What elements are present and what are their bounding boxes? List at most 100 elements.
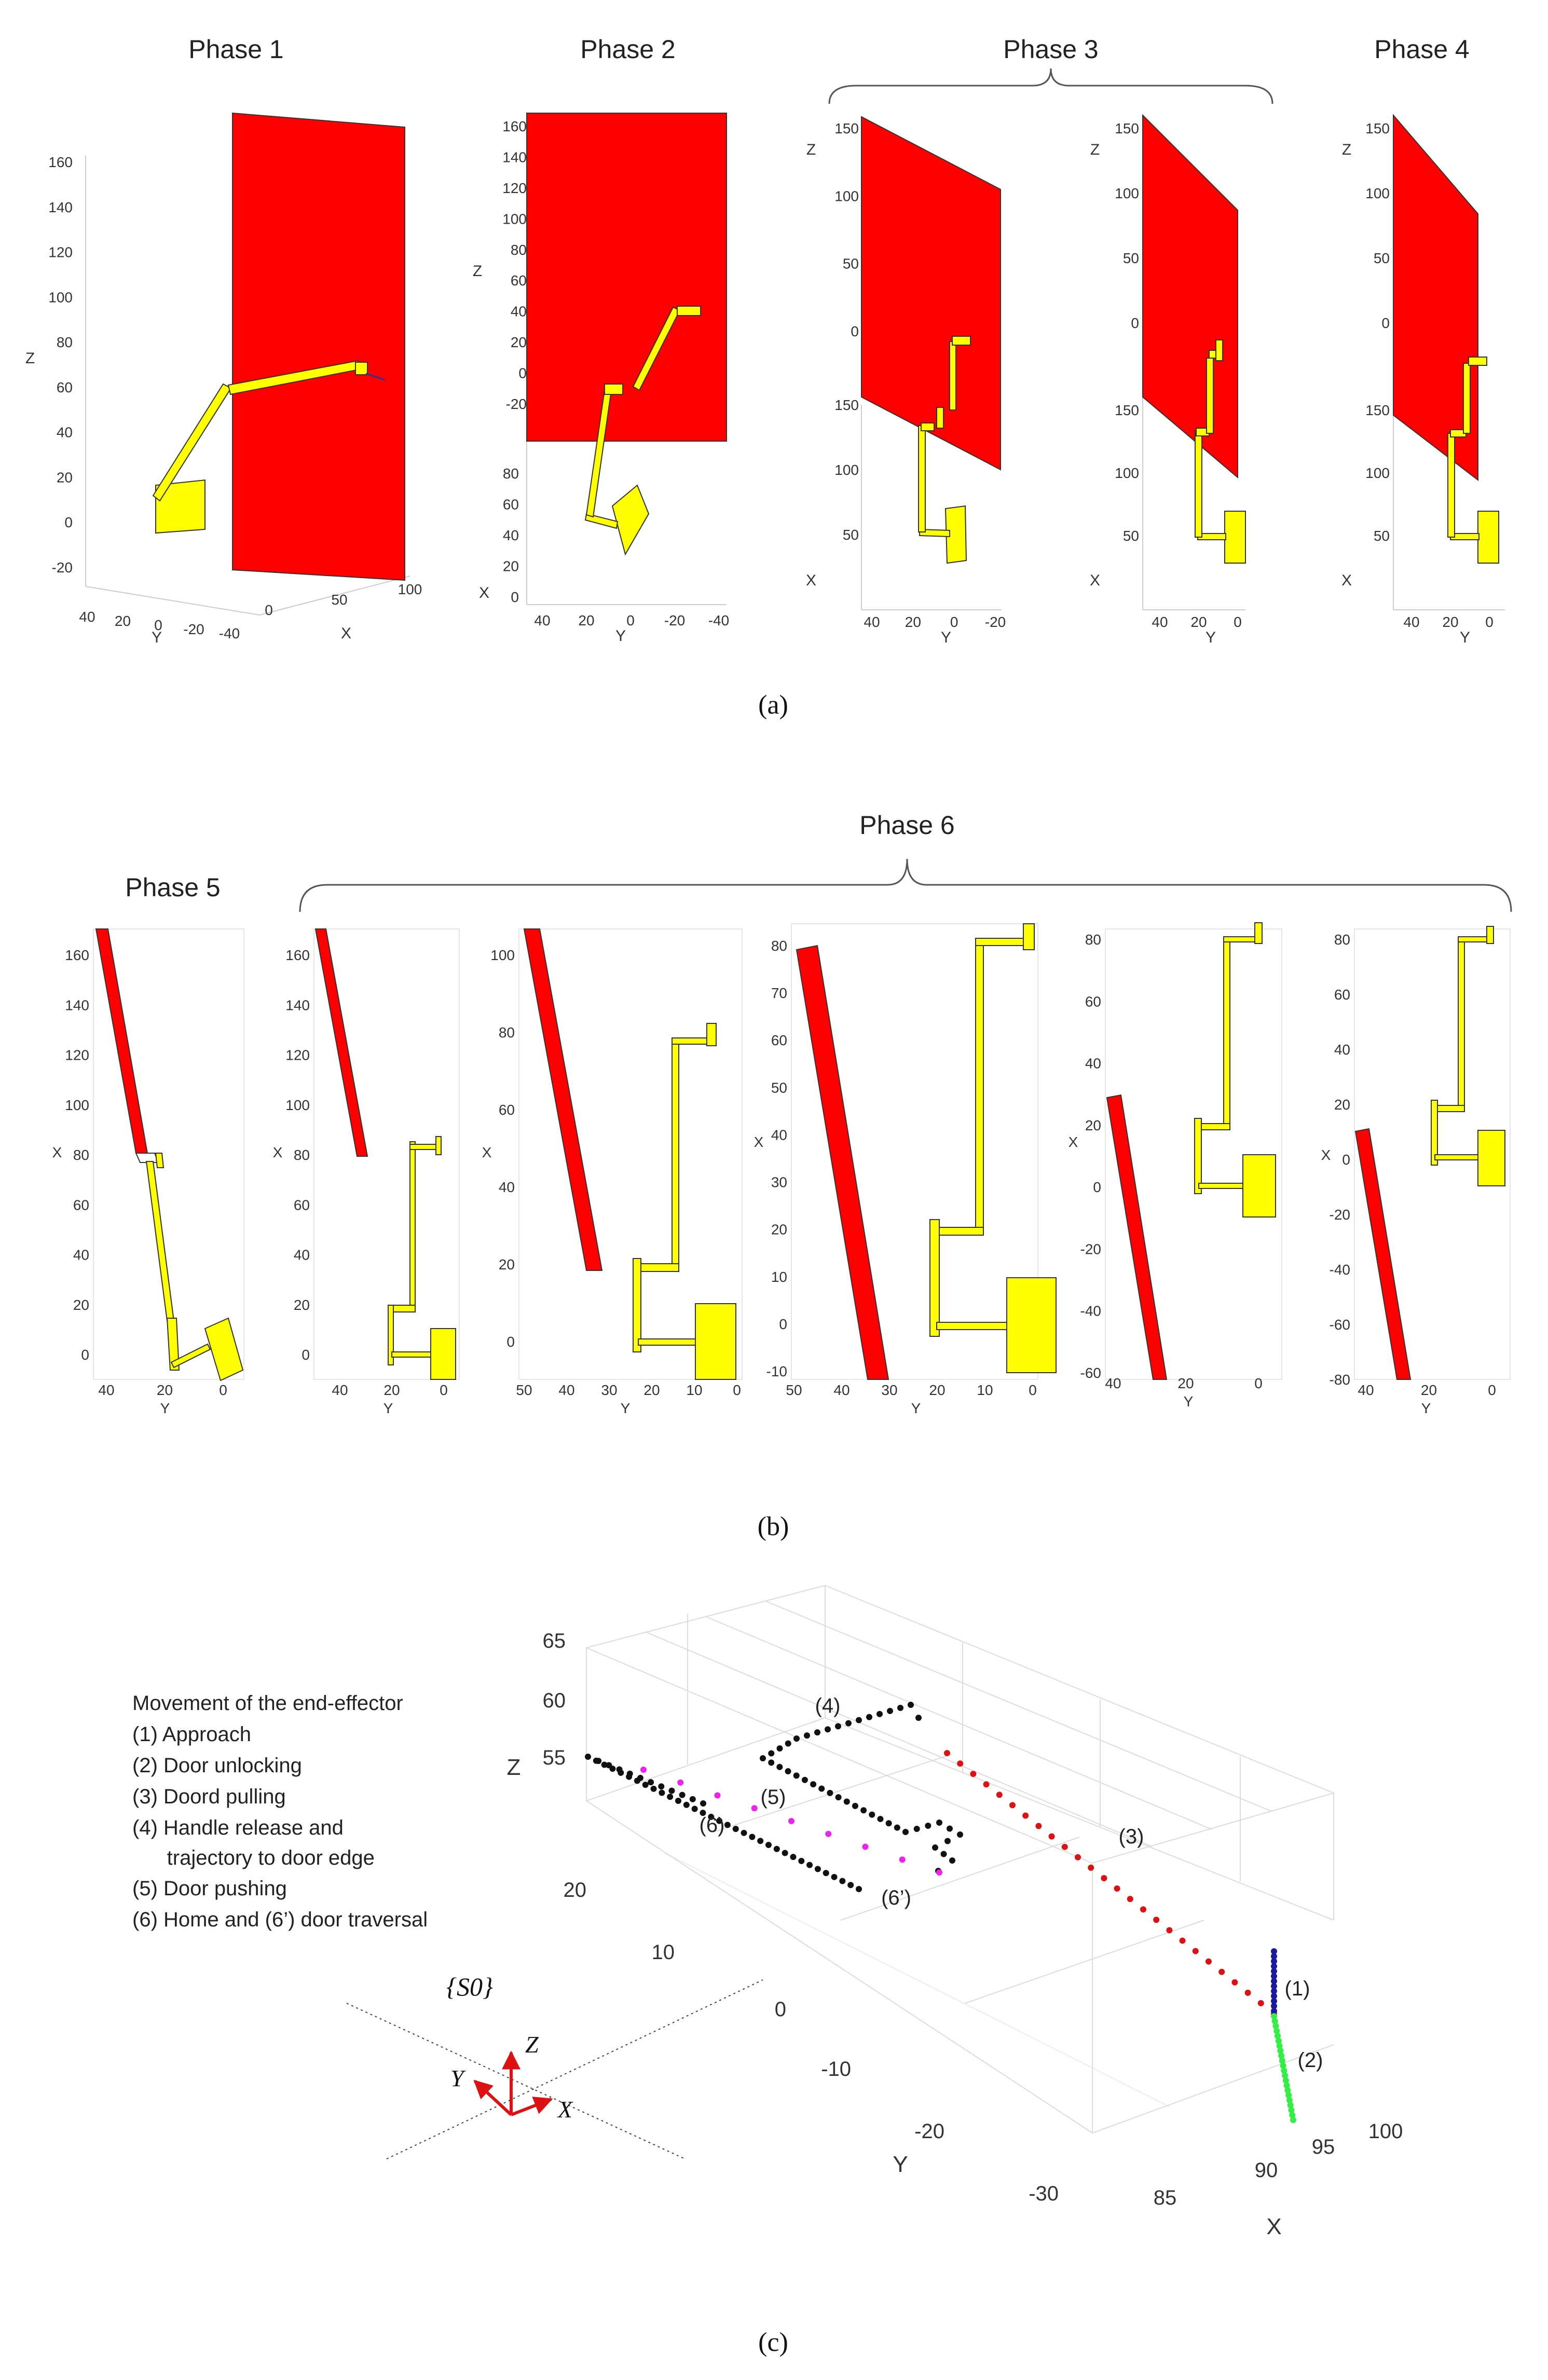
traj-release-point (835, 1794, 842, 1801)
b3-x-tick: 0 (506, 1334, 515, 1350)
b3-y-tick: 10 (686, 1382, 702, 1398)
a2-zt-label: -20 (506, 396, 527, 412)
a2-robot-base (611, 484, 650, 556)
a2-yt-label: 40 (534, 612, 550, 628)
a1-zt-label: -20 (52, 559, 73, 576)
b6-arm-link-1 (1458, 936, 1465, 1110)
traj-home-point (648, 1779, 654, 1786)
a1-z-ticks: 160 140 120 100 80 60 40 20 0 -20 (48, 154, 73, 576)
traj-pushing-point (862, 1843, 869, 1850)
b3-door (523, 928, 603, 1271)
traj-home-point (839, 1878, 846, 1884)
a3-door (861, 116, 1001, 471)
a3-zt-label: 0 (851, 323, 859, 339)
a1-yt-label: 20 (115, 613, 131, 629)
b5-robot-base (1242, 1154, 1276, 1218)
traj-pulling-point (1022, 1812, 1029, 1819)
b2-y-tick: 20 (383, 1382, 400, 1398)
b6-robot-base (1477, 1130, 1505, 1186)
traj-release-point (866, 1714, 872, 1720)
traj-release-point (940, 1851, 947, 1857)
b1-x-tick: 160 (65, 947, 89, 963)
a2-xt-label: 20 (503, 558, 519, 575)
a1-yt-label: 40 (79, 609, 95, 625)
a5-yt-label: 40 (1403, 614, 1419, 630)
traj-approach-point (1271, 1973, 1277, 1979)
traj-home-point (790, 1854, 797, 1861)
b2-x-tick: 40 (294, 1247, 310, 1263)
b1-robot-base (204, 1317, 244, 1382)
b5-x-label: X (1068, 1134, 1078, 1150)
traj-release-point (818, 1785, 825, 1792)
panel-a: Phase 1 Phase 2 Phase 3 Phase 4 160 140 12… (25, 35, 1505, 720)
s0-x-label: X (557, 2096, 573, 2123)
b2-gripper (435, 1136, 442, 1155)
traj-unlocking-point (1271, 2013, 1277, 2019)
a3-x-ticks: 150 100 50 (834, 397, 859, 543)
b4-arm-joint (975, 938, 1025, 946)
b1-x-tick: 60 (73, 1197, 89, 1213)
traj-release-point (793, 1772, 800, 1779)
traj-approach-point (1271, 1963, 1277, 1969)
a5-z-ticks: 150 100 50 0 (1365, 120, 1390, 331)
traj-unlocking-point (1272, 2023, 1279, 2030)
c-y-tick: 0 (775, 1998, 786, 2021)
a1-xt-label: 100 (398, 581, 422, 597)
a5-zt-label: 150 (1365, 120, 1390, 136)
c-y-tick: 10 (652, 1941, 675, 1964)
traj-release-point (936, 1820, 942, 1826)
b5-y-tick: 0 (1254, 1375, 1263, 1391)
traj-release-point (804, 1732, 810, 1739)
phase-2-title: Phase 2 (580, 35, 675, 64)
b6-x-tick: 0 (1342, 1152, 1350, 1168)
a4-arm-joint (1196, 428, 1210, 436)
annotation-4: (4) (815, 1694, 841, 1717)
s0-y-label: Y (450, 2065, 466, 2091)
traj-release-point (845, 1720, 852, 1727)
b6-y-tick: 20 (1421, 1382, 1437, 1398)
b4-y-tick: 40 (833, 1382, 850, 1398)
c-x-tick: 100 (1368, 2120, 1403, 2143)
a3-gripper (952, 336, 971, 346)
b3-arm-link-4 (638, 1338, 696, 1346)
traj-home-point (606, 1762, 612, 1769)
s0-frame-label: {S0} (446, 1972, 493, 2001)
a4-xt-label: 150 (1115, 402, 1139, 418)
c-y-tick: 20 (564, 1879, 587, 1902)
b6-door (1354, 1128, 1412, 1380)
b6-x-tick: -80 (1330, 1372, 1350, 1388)
phase-6-brace (299, 858, 1512, 912)
b4-arm-link-1 (975, 939, 984, 1230)
traj-release-point (915, 1715, 922, 1721)
legend-item-3: (3) Doord pulling (132, 1785, 286, 1808)
traj-unlocking-point (1284, 2087, 1291, 2094)
traj-home-point (642, 1782, 649, 1788)
phase-5-title: Phase 5 (125, 873, 220, 902)
a1-zt-label: 140 (48, 199, 73, 215)
annotation-6-prime: (6’) (881, 1886, 911, 1909)
traj-approach-point (1271, 1993, 1277, 2000)
traj-pulling-point (1114, 1885, 1120, 1892)
c-y-tick: -10 (821, 2058, 851, 2081)
b6-x-tick: 20 (1334, 1097, 1350, 1113)
traj-home-point (616, 1766, 623, 1773)
a4-x-ticks: 150 100 50 (1115, 402, 1139, 544)
traj-pulling-point (1035, 1823, 1042, 1829)
b3-arm-link-3 (633, 1258, 641, 1352)
b2-y-tick: 40 (332, 1382, 348, 1398)
a3-arm-base (919, 528, 950, 538)
a2-z-ticks: 160 140 120 100 80 60 40 20 0 -20 (502, 118, 527, 412)
b5-x-tick: -40 (1080, 1303, 1101, 1319)
a2-zt-label: 20 (511, 334, 527, 350)
b1-door (95, 928, 148, 1154)
a2-zt-label: 140 (502, 149, 527, 165)
traj-home-point (716, 1817, 723, 1824)
traj-release-point (814, 1729, 820, 1736)
traj-home-point (798, 1857, 805, 1864)
b1-arm-link-3 (170, 1343, 211, 1369)
b6-x-tick: 60 (1334, 987, 1350, 1003)
traj-release-point (908, 1702, 914, 1708)
a4-gripper (1215, 339, 1223, 361)
